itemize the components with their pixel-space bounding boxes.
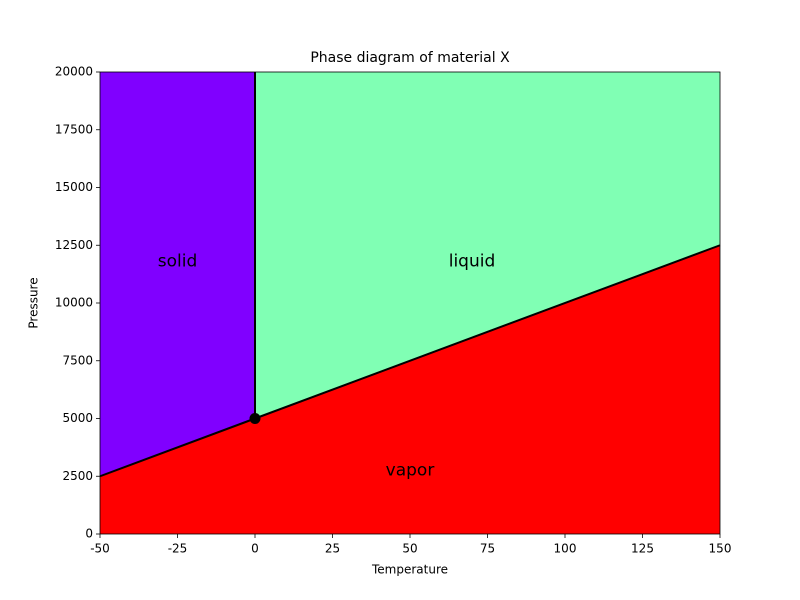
phase-region xyxy=(100,72,255,477)
x-tick-label: 150 xyxy=(709,542,732,556)
y-tick-label: 20000 xyxy=(55,65,93,79)
y-tick-label: 5000 xyxy=(62,411,93,425)
y-tick-label: 15000 xyxy=(55,180,93,194)
x-tick-label: 100 xyxy=(554,542,577,556)
phase-region xyxy=(255,72,720,419)
region-label: vapor xyxy=(386,460,435,480)
y-tick-label: 7500 xyxy=(62,353,93,367)
region-label: liquid xyxy=(449,251,496,271)
y-axis-label: Pressure xyxy=(27,277,41,328)
plot-area xyxy=(99,72,721,534)
x-tick-label: -25 xyxy=(168,542,188,556)
x-axis-label: Temperature xyxy=(371,563,448,577)
y-tick-label: 2500 xyxy=(62,469,93,483)
x-tick-label: 50 xyxy=(402,542,417,556)
region-label: solid xyxy=(158,251,198,271)
y-tick-label: 17500 xyxy=(55,122,93,136)
x-tick-label: 75 xyxy=(480,542,495,556)
y-tick-label: 0 xyxy=(85,527,93,541)
x-tick-label: 25 xyxy=(325,542,340,556)
y-tick-label: 10000 xyxy=(55,296,93,310)
x-tick-label: -50 xyxy=(90,542,110,556)
chart-title: Phase diagram of material X xyxy=(310,50,510,66)
phase-region xyxy=(100,245,720,534)
x-tick-label: 0 xyxy=(251,542,259,556)
x-tick-label: 125 xyxy=(631,542,654,556)
y-tick-label: 12500 xyxy=(55,238,93,252)
phase-boundary xyxy=(99,244,721,478)
triple-point xyxy=(249,413,261,424)
